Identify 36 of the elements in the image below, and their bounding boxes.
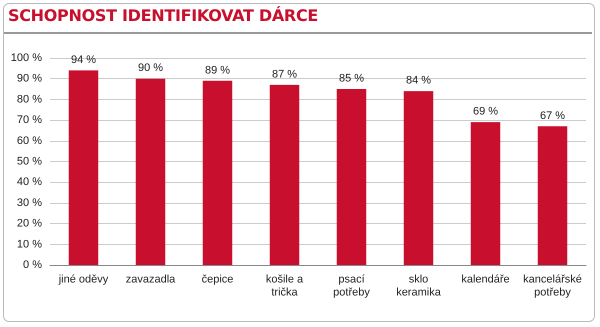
y-tick-label: 10 %: [16, 238, 42, 250]
y-tick-label: 60 %: [16, 134, 42, 147]
bar: [202, 80, 232, 265]
y-tick-label: 0 %: [23, 259, 42, 271]
data-label: 67 %: [540, 110, 566, 122]
bar: [538, 126, 568, 265]
x-tick-label: jiné oděvy: [58, 274, 109, 286]
y-tick-label: 20 %: [16, 218, 42, 230]
bar: [270, 84, 300, 265]
bar: [404, 91, 434, 265]
data-label: 84 %: [406, 74, 432, 87]
data-label: 94 %: [70, 54, 96, 66]
data-label: 89 %: [204, 64, 230, 76]
x-tick-label: psací potřeby: [333, 274, 370, 298]
x-tick-label: kancelářské potřeby: [523, 274, 582, 298]
y-tick-label: 80 %: [16, 93, 42, 106]
bar: [470, 122, 500, 265]
x-tick-label: čepice: [202, 274, 234, 286]
data-label: 85 %: [338, 72, 364, 85]
data-label: 87 %: [272, 68, 298, 80]
y-tick-label: 50 %: [16, 156, 42, 168]
y-tick-label: 90 %: [16, 72, 42, 85]
chart-title: SCHOPNOST IDENTIFIKOVAT DÁRCE: [8, 6, 318, 25]
bar: [136, 78, 166, 265]
y-tick-label: 100 %: [10, 52, 42, 64]
y-tick-label: 70 %: [16, 114, 42, 126]
x-tick-label: sklo keramika: [396, 274, 442, 298]
y-tick-label: 40 %: [16, 176, 42, 188]
data-label: 90 %: [138, 62, 164, 74]
x-tick-label: zavazadla: [126, 274, 176, 286]
data-label: 69 %: [472, 106, 498, 118]
bar: [68, 70, 98, 265]
bar: [336, 89, 366, 265]
y-tick-label: 30 %: [16, 196, 42, 209]
x-tick-label: košile a trička: [266, 274, 304, 298]
x-tick-label: kalendáře: [461, 274, 510, 286]
